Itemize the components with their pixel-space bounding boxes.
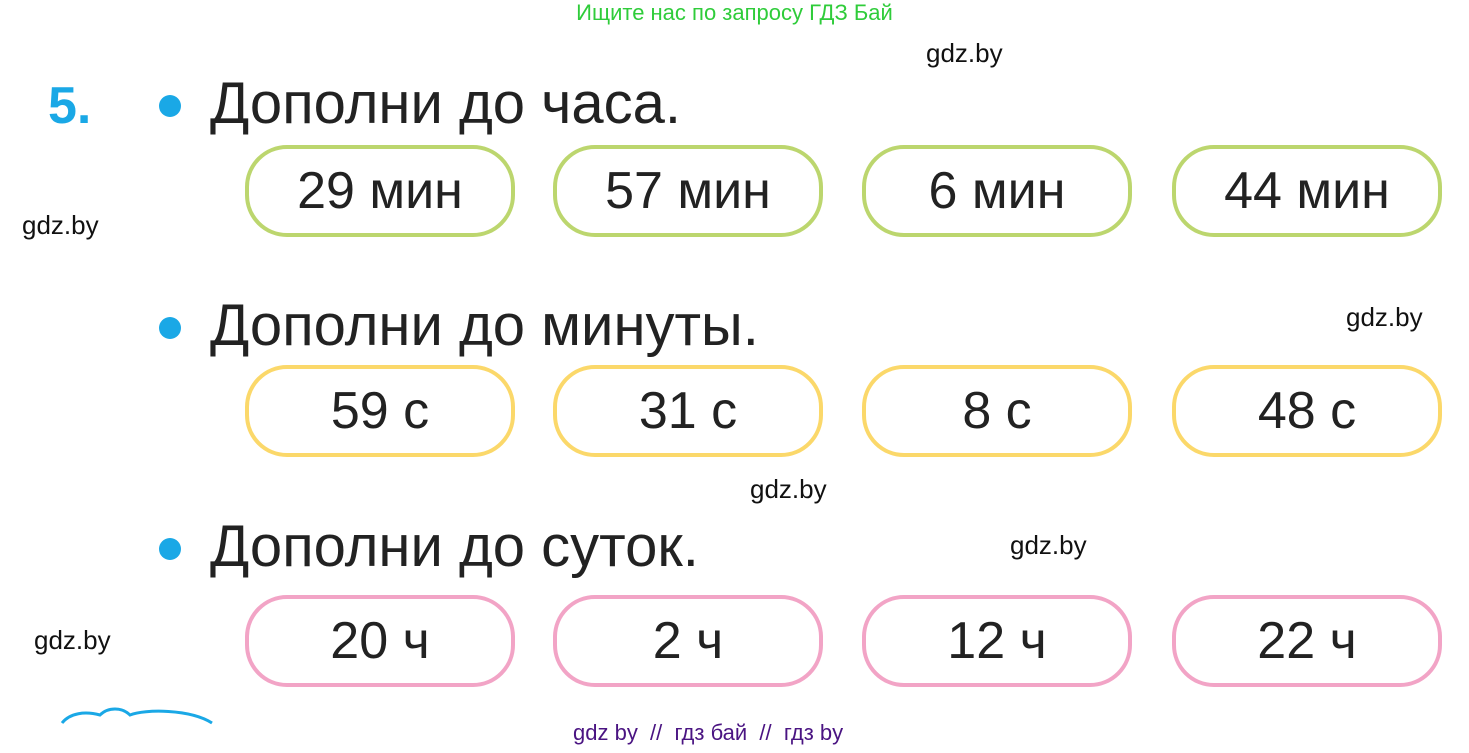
exercise-number: 5.	[48, 77, 92, 135]
answer-box: 6 мин	[862, 145, 1132, 237]
answer-box: 48 с	[1172, 365, 1442, 457]
watermark: gdz.by	[1346, 302, 1423, 332]
answer-box: 22 ч	[1172, 595, 1442, 687]
answer-box: 29 мин	[245, 145, 515, 237]
answer-box: 59 с	[245, 365, 515, 457]
section-title: Дополни до минуты.	[210, 293, 759, 358]
section-title: Дополни до суток.	[210, 514, 699, 579]
answer-box: 20 ч	[245, 595, 515, 687]
watermark: gdz.by	[1010, 530, 1087, 560]
answer-box: 8 с	[862, 365, 1132, 457]
top-note: Ищите нас по запросу ГДЗ Бай	[576, 0, 893, 25]
watermark: gdz.by	[926, 38, 1003, 68]
watermark: gdz.by	[34, 625, 111, 655]
bullet-icon	[159, 317, 181, 339]
bullet-icon	[159, 95, 181, 117]
bullet-icon	[159, 538, 181, 560]
answer-box: 12 ч	[862, 595, 1132, 687]
answer-box: 31 с	[553, 365, 823, 457]
footer-watermark: gdz by // гдз бай // гдз by	[573, 720, 844, 745]
answer-box: 57 мин	[553, 145, 823, 237]
answer-box: 44 мин	[1172, 145, 1442, 237]
watermark: gdz.by	[750, 474, 827, 504]
cloud-icon	[60, 707, 213, 725]
answer-box: 2 ч	[553, 595, 823, 687]
section-title: Дополни до часа.	[210, 71, 682, 136]
watermark: gdz.by	[22, 210, 99, 240]
